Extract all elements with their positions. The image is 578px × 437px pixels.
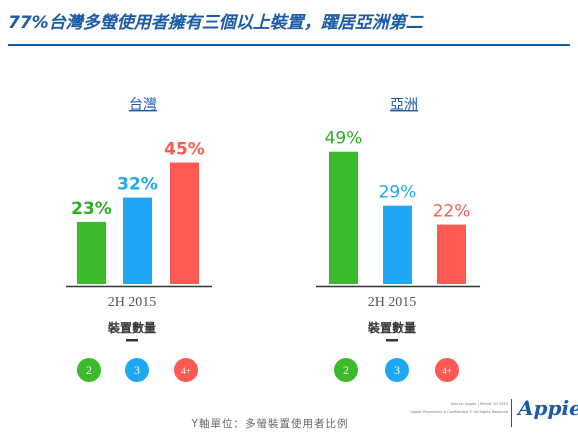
group-label-underline-asia xyxy=(386,339,398,342)
legend-label-taiwan-4+: 4+ xyxy=(181,366,191,376)
legend-label-asia-4+: 4+ xyxy=(442,366,452,376)
bar-value-label-taiwan-3: 32% xyxy=(117,175,158,195)
legend-label-asia-2: 2 xyxy=(343,363,349,377)
bar-taiwan-3 xyxy=(123,197,152,284)
bar-taiwan-4+ xyxy=(170,162,199,284)
y-axis-unit-note: Y軸單位：多螢裝置使用者比例 xyxy=(191,418,349,430)
bar-asia-4+ xyxy=(437,224,466,284)
bar-value-label-asia-3: 29% xyxy=(379,183,417,203)
bar-value-label-taiwan-4+: 45% xyxy=(164,140,205,160)
x-axis-label-asia: 2H 2015 xyxy=(368,295,417,310)
legend-label-taiwan-3: 3 xyxy=(134,363,140,377)
legend-dot-taiwan-3 xyxy=(125,358,149,382)
legend-dot-asia-2 xyxy=(334,358,358,382)
legend-label-taiwan-2: 2 xyxy=(86,363,92,377)
brand-divider xyxy=(511,399,512,427)
legend-dot-asia-4+ xyxy=(435,358,459,382)
source-line-1: Source: Appier | Period: 2H 2015 xyxy=(450,402,508,406)
page-title: 77%台灣多螢使用者擁有三個以上裝置，躍居亞洲第二 xyxy=(8,13,423,33)
group-label-asia: 裝置數量 xyxy=(367,320,416,335)
source-line-2: Appier Proprietary & Confidential © All … xyxy=(410,410,508,414)
bar-taiwan-2 xyxy=(77,221,106,284)
legend-dot-taiwan-4+ xyxy=(174,358,198,382)
bar-value-label-asia-4+: 22% xyxy=(433,202,471,222)
legend-dot-taiwan-2 xyxy=(77,358,101,382)
legend-label-asia-3: 3 xyxy=(394,363,400,377)
group-label-underline-taiwan xyxy=(126,339,138,342)
bar-asia-2 xyxy=(329,151,358,284)
appier-logo: Appier xyxy=(518,396,578,420)
bar-value-label-asia-2: 49% xyxy=(325,129,363,149)
bar-value-label-taiwan-2: 23% xyxy=(71,199,112,219)
legend-dot-asia-3 xyxy=(385,358,409,382)
chart-title-taiwan: 台灣 xyxy=(129,97,157,113)
x-axis-label-taiwan: 2H 2015 xyxy=(108,295,157,310)
chart-title-asia: 亞洲 xyxy=(390,97,418,113)
title-divider xyxy=(8,44,570,46)
group-label-taiwan: 裝置數量 xyxy=(107,320,156,335)
source-note: Source: Appier | Period: 2H 2015 Appier … xyxy=(380,400,508,416)
bar-asia-3 xyxy=(383,205,412,284)
